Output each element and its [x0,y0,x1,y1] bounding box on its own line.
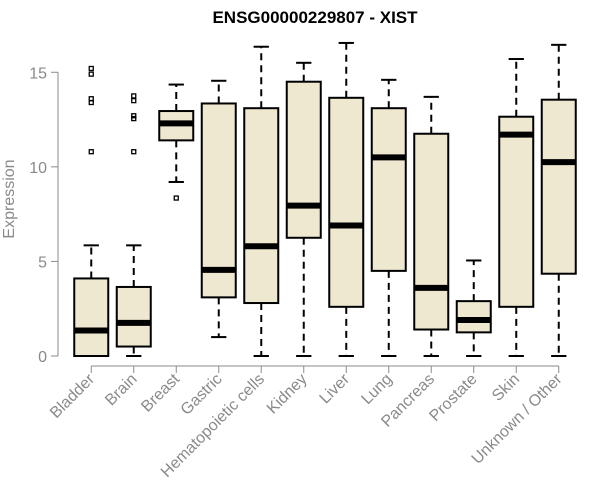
box-iqr [73,277,110,357]
outlier-point [131,113,137,119]
outlier-point [88,65,94,72]
x-tick-label: Skin [489,371,523,405]
box-iqr [285,80,322,239]
x-tick-label: Lung [358,371,395,408]
x-tick-label: Bladder [47,370,98,421]
box-iqr [200,102,237,299]
box-iqr [498,115,535,308]
y-tick-label: 5 [38,254,47,271]
outlier-point [88,71,94,77]
outlier-point [88,149,94,155]
box-hematopoietic-cells [243,45,280,357]
box-gastric [200,79,237,339]
y-tick-label: 15 [29,65,47,82]
box-iqr [540,98,577,275]
box-skin [498,58,535,357]
outlier-point [131,115,137,122]
box-iqr [370,107,407,272]
box-liver [328,41,365,357]
y-axis: 0 5 10 15 [29,65,59,366]
chart-title: ENSG00000229807 - XIST [212,8,418,27]
x-tick-label: Breast [138,370,183,415]
box-prostate [455,259,492,357]
x-tick-label: Liver [317,370,354,407]
box-iqr [328,96,365,308]
x-tick-label: Prostate [426,371,480,425]
box-iqr [115,285,152,348]
box-bladder [73,65,110,357]
box-brain [115,93,152,357]
box-iqr [413,132,450,331]
x-tick-label: Kidney [264,371,311,418]
outlier-point [131,93,137,99]
y-tick-label: 10 [29,160,47,177]
box-unknown-other [540,43,577,357]
boxes-group [73,41,577,357]
outlier-point [131,149,137,155]
outlier-point [131,97,137,104]
y-tick-label: 0 [38,349,47,366]
box-breast [158,83,195,201]
box-pancreas [413,95,450,357]
box-iqr [455,300,492,334]
y-axis-label: Expression [1,159,18,238]
outlier-point [173,195,179,201]
box-iqr [243,107,280,305]
outlier-point [88,96,94,102]
box-lung [370,78,407,357]
x-tick-label: Brain [102,371,140,409]
box-kidney [285,61,322,357]
